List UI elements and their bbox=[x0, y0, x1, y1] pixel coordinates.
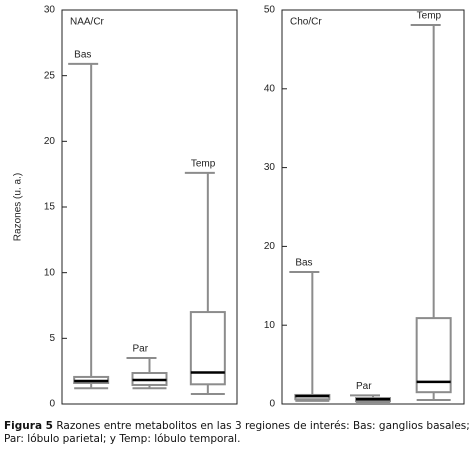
category-label: Par bbox=[356, 381, 372, 392]
caption-text: Razones entre metabolitos en las 3 regio… bbox=[4, 420, 470, 445]
category-label: Bas bbox=[295, 258, 312, 269]
panel-title: NAA/Cr bbox=[70, 17, 105, 28]
y-tick-label: 0 bbox=[49, 399, 55, 410]
y-tick-label: 30 bbox=[44, 5, 56, 16]
y-axis-label: Razones (u. a.) bbox=[13, 173, 24, 241]
y-tick-label: 5 bbox=[49, 333, 55, 344]
y-tick-label: 20 bbox=[264, 241, 276, 252]
category-label: Temp bbox=[191, 158, 216, 169]
caption-label: Figura 5 bbox=[4, 420, 53, 432]
y-tick-label: 30 bbox=[264, 162, 276, 173]
category-label: Bas bbox=[74, 49, 91, 60]
y-tick-label: 50 bbox=[264, 5, 276, 16]
box bbox=[415, 317, 452, 394]
y-tick-label: 25 bbox=[44, 70, 56, 81]
y-tick-label: 10 bbox=[264, 320, 276, 331]
y-tick-label: 0 bbox=[269, 399, 275, 410]
y-tick-label: 15 bbox=[44, 202, 56, 213]
figure-caption: Figura 5 Razones entre metabolitos en la… bbox=[4, 420, 470, 446]
chart: 0 5 10 15 20 25 30 NAA/Cr Razones (u. a.) Bas Par T… bbox=[13, 5, 465, 410]
y-tick-label: 10 bbox=[44, 267, 56, 278]
category-label: Par bbox=[133, 344, 149, 355]
category-label: Temp bbox=[417, 11, 442, 22]
y-tick-label: 20 bbox=[44, 136, 56, 147]
panel-title: Cho/Cr bbox=[290, 17, 322, 28]
box bbox=[189, 311, 226, 386]
plot-frame bbox=[281, 9, 465, 405]
y-tick-label: 40 bbox=[264, 83, 276, 94]
plot-frame bbox=[61, 9, 238, 405]
